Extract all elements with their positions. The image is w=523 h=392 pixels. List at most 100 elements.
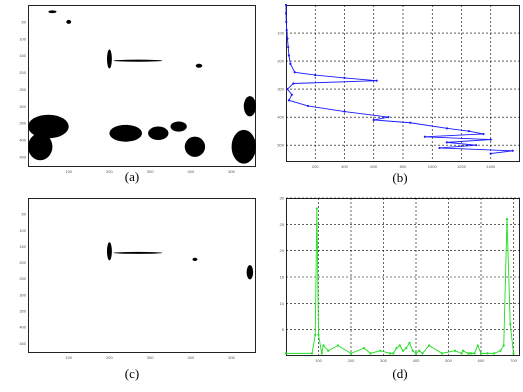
y-tick-label-0: 100 xyxy=(277,31,284,36)
y-tick-label-6: 350 xyxy=(19,121,26,126)
data-point-14 xyxy=(392,352,395,355)
y-tick-label-0: 5 xyxy=(282,327,285,332)
x-tick-label-1: 200 xyxy=(106,169,113,174)
data-point-4 xyxy=(286,37,289,40)
data-point-29 xyxy=(466,352,470,355)
data-point-37 xyxy=(499,349,502,352)
data-point-20 xyxy=(411,349,414,352)
data-point-16 xyxy=(398,344,401,347)
data-point-35 xyxy=(486,352,489,355)
x-tick-label-0: 100 xyxy=(65,355,72,360)
data-point-8 xyxy=(293,71,296,74)
y-tick-label-7: 400 xyxy=(19,138,26,143)
data-point-5 xyxy=(320,352,323,355)
mask-blob-0 xyxy=(106,242,112,261)
data-point-2 xyxy=(285,20,288,23)
y-tick-label-8: 450 xyxy=(19,341,26,346)
data-point-31 xyxy=(470,352,473,355)
x-tick-label-3: 400 xyxy=(188,355,195,360)
data-point-15 xyxy=(287,99,291,102)
data-point-18 xyxy=(387,116,390,119)
mask-blob-3 xyxy=(28,114,69,139)
data-point-38 xyxy=(502,344,505,347)
y-tick-label-1: 100 xyxy=(19,228,26,233)
data-point-28 xyxy=(462,349,465,352)
panel-a-frame xyxy=(28,5,256,167)
x-tick-label-6: 700 xyxy=(510,358,517,363)
data-point-30 xyxy=(489,152,492,155)
data-point-17 xyxy=(343,110,346,113)
mask-blob-8 xyxy=(184,136,206,157)
mask-blob-11 xyxy=(66,19,72,24)
data-point-29 xyxy=(511,149,514,152)
data-point-22 xyxy=(418,349,421,352)
mask-blobs xyxy=(28,10,256,164)
panel-c-frame xyxy=(28,198,256,353)
mask-blob-2 xyxy=(195,63,203,68)
data-point-41 xyxy=(512,352,515,355)
x-tick-label-3: 400 xyxy=(188,169,195,174)
x-tick-label-1: 400 xyxy=(341,164,348,169)
data-point-33 xyxy=(476,344,479,347)
panel-b-frame xyxy=(286,5,520,162)
data-point-5 xyxy=(287,45,290,49)
mask-blob-10 xyxy=(243,96,256,117)
data-point-34 xyxy=(479,352,483,355)
data-point-27 xyxy=(460,352,463,355)
data-point-1 xyxy=(284,12,288,15)
data-point-3 xyxy=(285,29,288,32)
x-tick-label-3: 800 xyxy=(400,164,407,169)
x-tick-label-5: 600 xyxy=(478,358,485,363)
x-tick-label-4: 500 xyxy=(228,169,235,174)
data-point-4 xyxy=(317,333,320,337)
x-tick-label-2: 600 xyxy=(370,164,377,169)
mask-blobs xyxy=(106,242,254,280)
data-point-3 xyxy=(315,207,318,210)
caption-b: (b) xyxy=(392,170,408,185)
x-tick-label-6: 1400 xyxy=(486,164,496,169)
series-line xyxy=(286,208,514,354)
data-point-7 xyxy=(289,62,292,65)
y-tick-label-1: 10 xyxy=(280,301,285,306)
data-point-8 xyxy=(336,344,340,347)
x-tick-label-5: 1200 xyxy=(457,164,467,169)
y-tick-label-5: 300 xyxy=(19,292,26,297)
data-point-26 xyxy=(453,349,457,352)
y-tick-label-1: 100 xyxy=(19,36,26,41)
x-tick-label-2: 300 xyxy=(147,355,154,360)
y-tick-label-4: 250 xyxy=(19,87,26,92)
data-point-18 xyxy=(405,347,408,350)
data-point-0 xyxy=(284,3,288,7)
x-tick-label-4: 500 xyxy=(445,358,452,363)
data-point-6 xyxy=(287,54,291,57)
mask-blob-9 xyxy=(231,129,256,164)
data-point-28 xyxy=(438,146,441,150)
data-point-24 xyxy=(427,344,431,347)
data-point-12 xyxy=(379,349,382,352)
data-point-1 xyxy=(310,352,314,355)
data-point-9 xyxy=(314,73,317,77)
data-point-17 xyxy=(401,349,405,352)
y-tick-label-1: 200 xyxy=(277,59,284,64)
data-point-2 xyxy=(314,333,317,337)
y-tick-label-2: 15 xyxy=(280,275,285,280)
mask-blob-12 xyxy=(48,10,57,14)
y-tick-label-0: 50 xyxy=(22,19,27,24)
data-point-6 xyxy=(322,344,325,347)
data-point-23 xyxy=(421,352,424,355)
mask-blob-0 xyxy=(106,49,112,69)
caption-a: (a) xyxy=(124,169,140,184)
y-tick-label-2: 300 xyxy=(277,87,284,92)
data-point-12 xyxy=(292,82,295,85)
data-point-30 xyxy=(468,352,471,355)
data-point-10 xyxy=(362,347,366,350)
x-tick-label-0: 200 xyxy=(312,164,319,169)
mask-blob-1 xyxy=(113,59,163,62)
data-point-25 xyxy=(489,138,492,141)
data-point-21 xyxy=(414,352,418,355)
data-point-7 xyxy=(327,349,330,352)
x-tick-label-1: 200 xyxy=(106,355,113,360)
x-tick-label-2: 300 xyxy=(380,358,387,363)
